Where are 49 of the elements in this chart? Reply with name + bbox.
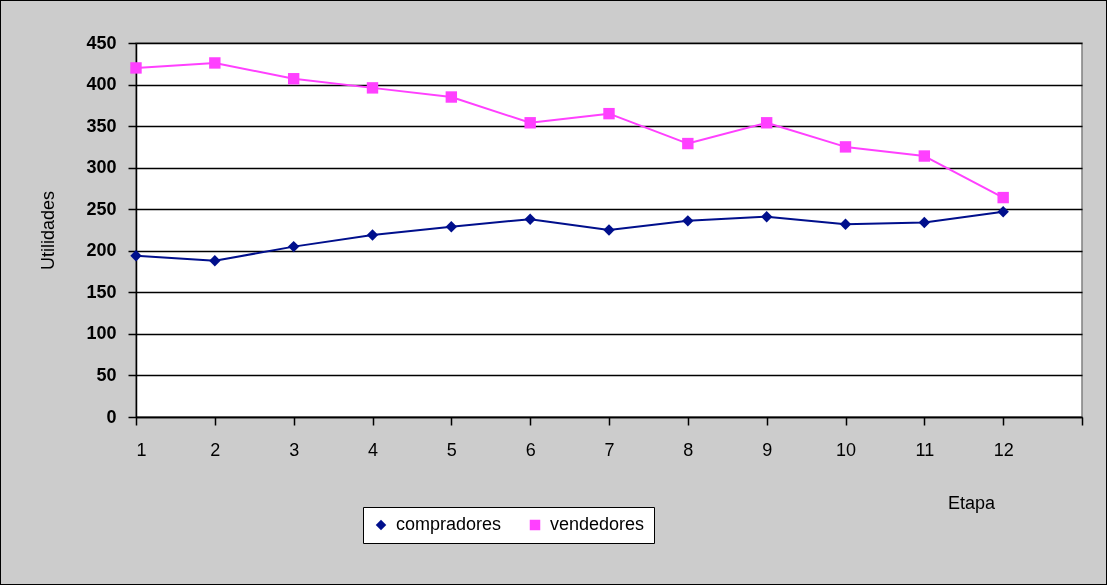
y-axis-title: Utilidades — [37, 190, 58, 271]
point — [287, 73, 300, 85]
point — [603, 224, 615, 236]
y-tick-label: 50 — [96, 364, 117, 385]
y-tick-label: 100 — [86, 323, 117, 344]
point — [209, 57, 221, 69]
x-tick-label: 2 — [210, 439, 221, 460]
y-tick-label: 150 — [86, 281, 117, 302]
point — [524, 117, 536, 129]
point — [445, 91, 458, 103]
point — [918, 150, 931, 162]
point — [918, 216, 931, 229]
x-tick-label: 9 — [762, 439, 773, 460]
x-tick-label: 5 — [446, 439, 457, 460]
x-axis-title: Etapa — [947, 492, 996, 513]
point — [997, 206, 1009, 218]
point — [603, 107, 615, 120]
y-tick-label: 400 — [86, 74, 117, 95]
point — [130, 62, 142, 74]
point — [209, 255, 221, 267]
point — [682, 215, 694, 227]
x-tick-label: 8 — [683, 439, 694, 460]
x-tick-label: 12 — [993, 439, 1014, 460]
point — [760, 211, 773, 223]
x-tick-label: 4 — [367, 439, 379, 460]
y-tick-label: 450 — [86, 32, 117, 53]
point — [366, 82, 379, 94]
y-tick-label: 350 — [86, 115, 117, 136]
point — [682, 137, 694, 150]
y-tick-label: 0 — [106, 406, 117, 427]
point — [760, 117, 773, 129]
x-tick-label: 1 — [136, 439, 147, 460]
x-tick-label: 6 — [525, 439, 536, 460]
point — [366, 229, 379, 241]
point — [287, 240, 300, 253]
legend-label: compradores — [396, 514, 502, 534]
x-tick-label: 7 — [604, 439, 615, 460]
y-tick-label: 300 — [86, 157, 117, 178]
point — [524, 213, 536, 225]
legend-label: vendedores — [550, 514, 645, 534]
y-tick-label: 250 — [86, 198, 117, 219]
x-tick-label: 3 — [289, 439, 300, 460]
x-tick-label: 10 — [835, 439, 857, 460]
point — [997, 191, 1009, 204]
y-tick-label: 200 — [86, 240, 117, 261]
point — [839, 141, 852, 153]
point — [839, 218, 852, 230]
x-tick-label: 11 — [915, 439, 935, 460]
point — [445, 220, 458, 233]
